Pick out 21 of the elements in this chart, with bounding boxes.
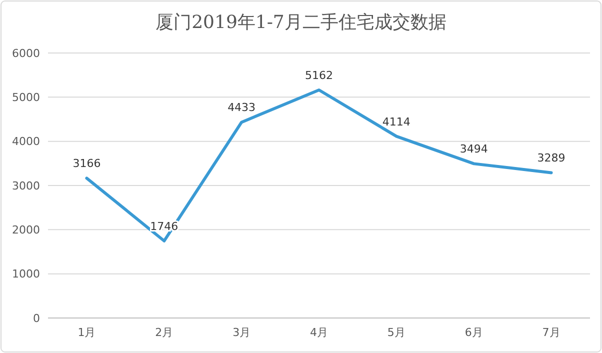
y-tick-label: 2000 bbox=[12, 224, 40, 237]
x-tick-label: 1月 bbox=[78, 326, 96, 339]
x-tick-label: 6月 bbox=[464, 326, 483, 339]
data-label: 3494 bbox=[460, 142, 488, 156]
x-tick-label: 3月 bbox=[232, 326, 251, 339]
y-tick-label: 6000 bbox=[12, 46, 40, 60]
data-label: 5162 bbox=[305, 69, 333, 82]
y-tick-label: 5000 bbox=[12, 91, 40, 104]
x-tick-label: 4月 bbox=[310, 326, 328, 339]
y-tick-label: 3000 bbox=[12, 179, 40, 192]
data-label: 4114 bbox=[382, 115, 410, 128]
y-tick-label: 0 bbox=[33, 312, 40, 325]
x-tick-label: 5月 bbox=[387, 326, 406, 339]
y-tick-label: 1000 bbox=[12, 268, 40, 281]
data-label: 4433 bbox=[228, 101, 256, 114]
x-tick-label: 7月 bbox=[542, 326, 560, 339]
data-label: 3166 bbox=[72, 157, 101, 170]
y-tick-label: 4000 bbox=[12, 135, 40, 148]
data-label: 3289 bbox=[537, 152, 566, 165]
x-tick-label: 2月 bbox=[155, 326, 174, 339]
chart-title: 厦门2019年1-7月二手住宅成交数据 bbox=[156, 12, 446, 33]
